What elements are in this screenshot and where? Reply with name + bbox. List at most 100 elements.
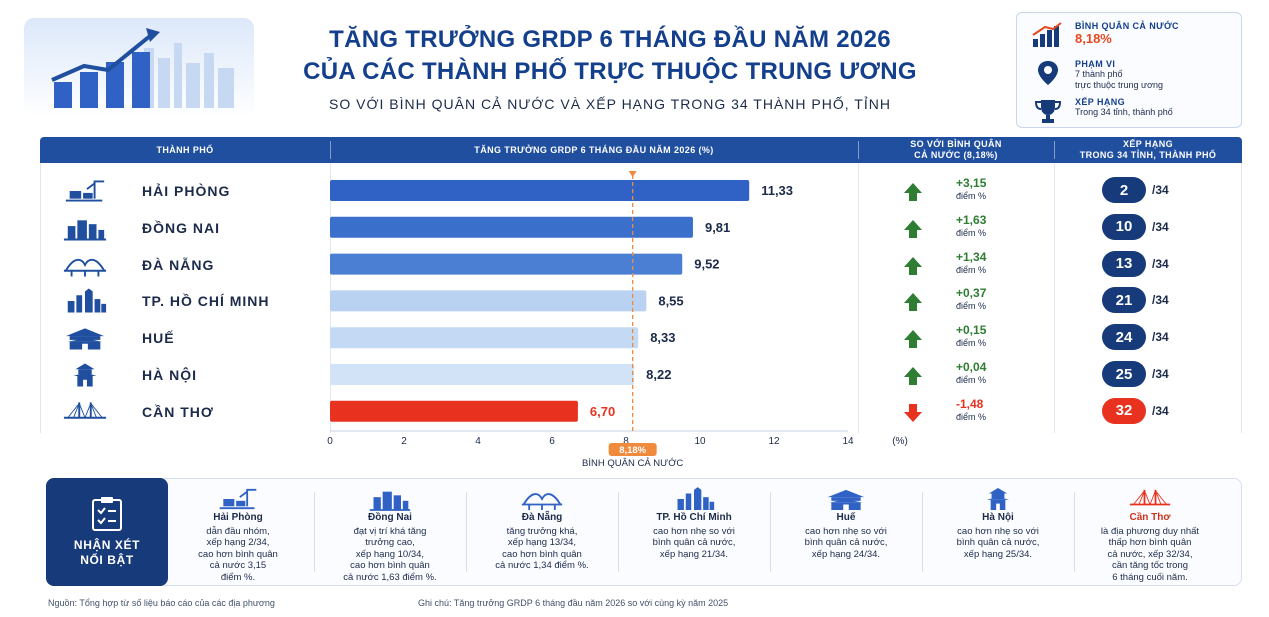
rank-text: Trong 34 tỉnh, thành phố — [1075, 107, 1173, 117]
skyline-icon — [677, 487, 715, 510]
comment-line: thấp hơn bình quân — [1108, 537, 1192, 548]
reference-value-label: 8,18% — [619, 445, 646, 456]
bar-value-label: 8,55 — [658, 293, 683, 308]
imperial-gate-icon — [827, 489, 865, 510]
footnote: Ghi chú: Tăng trưởng GRDP 6 tháng đầu nă… — [418, 598, 729, 608]
comment-line: 6 tháng cuối năm. — [1112, 571, 1188, 583]
comment-city: Đà Nẵng — [521, 512, 563, 523]
arrow-up-icon — [904, 183, 922, 201]
comments-title: NHẬN XÉT NỔI BẬT — [46, 538, 168, 568]
comment-line: xếp hạng 10/34, — [355, 548, 425, 560]
pagoda-icon — [73, 363, 97, 387]
diff-unit: điểm % — [956, 227, 987, 238]
comment-item: TP. Hồ Chí Minh cao hơn nhẹ so với bình qu… — [634, 484, 754, 560]
header-growth: TĂNG TRƯỞNG GRDP 6 THÁNG ĐẦU NĂM 2026 (%… — [474, 144, 714, 155]
header-city: THÀNH PHỐ — [156, 144, 214, 155]
comments-label: NHẬN XÉT NỔI BẬT — [46, 478, 168, 586]
city-name: HẢI PHÒNG — [142, 183, 231, 199]
comment-line: xếp hạng 25/34. — [963, 548, 1033, 560]
divider — [770, 492, 771, 572]
comment-line: cả nước 3,15 — [209, 560, 267, 571]
rank-badge: 24 — [1102, 324, 1146, 351]
x-tick-label: 8 — [623, 436, 629, 447]
comment-city: Cần Thơ — [1129, 512, 1171, 523]
comment-line: cao hơn bình quân — [198, 548, 278, 560]
divider — [922, 492, 923, 572]
comment-city: Huế — [836, 512, 856, 523]
diff-value: +0,15 — [956, 323, 987, 338]
city-name: HÀ NỘI — [142, 367, 197, 383]
rank-total: /34 — [1152, 256, 1169, 271]
bar — [330, 364, 635, 385]
header-rank-line1: XẾP HẠNG — [1122, 139, 1174, 149]
scope-label: PHẠM VI — [1075, 59, 1116, 69]
comment-item: Cần Thơ là địa phương duy nhất thấp hơn bì… — [1090, 484, 1210, 583]
diff-unit: điểm % — [956, 191, 987, 201]
table-row: ĐỒNG NAI +1,63 điểm % 10/34 — [40, 210, 1242, 246]
arrow-up-icon — [904, 293, 922, 312]
chart-subtitle: SO VỚI BÌNH QUÂN CẢ NƯỚC VÀ XẾP HẠNG TRO… — [329, 96, 891, 112]
divider — [466, 492, 467, 572]
comments-box — [46, 478, 1242, 586]
arrow-up-icon — [904, 330, 922, 349]
comment-line: xếp hạng 24/34. — [811, 548, 881, 560]
comment-line: bình quân cả nước, — [956, 537, 1040, 548]
chart-title-line2: CỦA CÁC THÀNH PHỐ TRỰC THUỘC TRUNG ƯƠNG — [303, 58, 917, 85]
bar-value-label: 11,33 — [761, 183, 793, 198]
comment-line: cao hơn bình quân — [350, 560, 430, 571]
table-row: ĐÀ NẴNG +1,34 điểm % 13/34 — [40, 247, 1242, 283]
diff-unit: điểm % — [956, 264, 987, 275]
arrow-up-icon — [904, 256, 922, 275]
cable-bridge-icon — [1129, 489, 1171, 506]
comment-line: cao hơn nhẹ so với — [957, 525, 1039, 537]
diff-value: +3,15 — [956, 176, 987, 190]
growth-bar-chart: 11,33 9,81 9,52 8,55 8,33 8,22 6,70 0 2 4 6 8 10 12 14… — [327, 171, 908, 469]
comment-line: cao hơn nhẹ so với — [805, 525, 887, 537]
bar-chart-icon — [1032, 22, 1062, 47]
comment-item: Đồng Nai đạt vị trí khá tăng trưởng cao, xế… — [330, 484, 450, 583]
diff-value: +1,63 — [956, 212, 987, 227]
reference-marker — [628, 171, 637, 177]
comment-line: trưởng cao, — [365, 537, 415, 548]
rank-total: /34 — [1152, 403, 1169, 418]
growth-chart-illustration — [24, 18, 254, 118]
divider — [314, 492, 315, 572]
table-row: HÀ NỘI +0,04 điểm % 25/34 — [40, 357, 1242, 393]
port-crane-icon — [219, 488, 257, 510]
rank-badge: 10 — [1102, 213, 1146, 240]
dragon-bridge-icon — [63, 258, 107, 277]
info-box: BÌNH QUÂN CẢ NƯỚC 8,18% PHẠM VI 7 thành … — [1016, 12, 1242, 128]
diff-unit: điểm % — [956, 301, 987, 312]
comment-line: xếp hạng 21/34. — [659, 548, 729, 560]
comment-item: Hải Phòng dẫn đầu nhóm, xếp hạng 2/34, cao … — [178, 484, 298, 583]
comments-title-line2: NỔI BẬT — [80, 553, 134, 567]
x-tick-label: 10 — [694, 436, 706, 447]
diff-value: +1,34 — [956, 249, 987, 264]
comment-line: cần tăng tốc trong — [1111, 560, 1189, 571]
comment-city: Hải Phòng — [213, 512, 263, 523]
x-tick-label: 6 — [549, 436, 555, 447]
rank-label: XẾP HẠNG — [1075, 97, 1126, 107]
comment-line: cả nước 1,63 điểm %. — [343, 571, 437, 583]
scope-line1: 7 thành phố — [1075, 69, 1123, 79]
comment-city: Đồng Nai — [368, 512, 412, 523]
comment-item: Đà Nẵng tăng trưởng khá, xếp hạng 13/34, ca… — [482, 484, 602, 572]
bar — [330, 290, 647, 312]
comment-line: điểm %. — [220, 571, 256, 583]
table-body — [40, 163, 1242, 433]
rank-badge: 25 — [1102, 361, 1146, 387]
header-rank: XẾP HẠNG TRONG 34 TỈNH, THÀNH PHỐ — [1054, 137, 1242, 163]
diff-unit: điểm % — [956, 375, 987, 385]
source-note: Nguồn: Tổng hợp từ số liệu báo cáo của c… — [48, 598, 275, 608]
x-tick-label: 14 — [842, 436, 854, 447]
comment-line: là địa phương duy nhất — [1100, 525, 1200, 537]
header-rank-line2: TRONG 34 TỈNH, THÀNH PHỐ — [1079, 150, 1217, 160]
diff-unit: điểm % — [956, 338, 987, 349]
city-name: TP. HỒ CHÍ MINH — [142, 293, 270, 310]
bar-value-label: 8,33 — [650, 330, 675, 345]
divider — [1074, 492, 1075, 572]
comment-line: dẫn đầu nhóm, — [206, 525, 270, 537]
reference-caption: BÌNH QUÂN CẢ NƯỚC — [582, 457, 683, 469]
port-crane-icon — [65, 180, 105, 202]
city-name: ĐÀ NẴNG — [142, 256, 215, 273]
